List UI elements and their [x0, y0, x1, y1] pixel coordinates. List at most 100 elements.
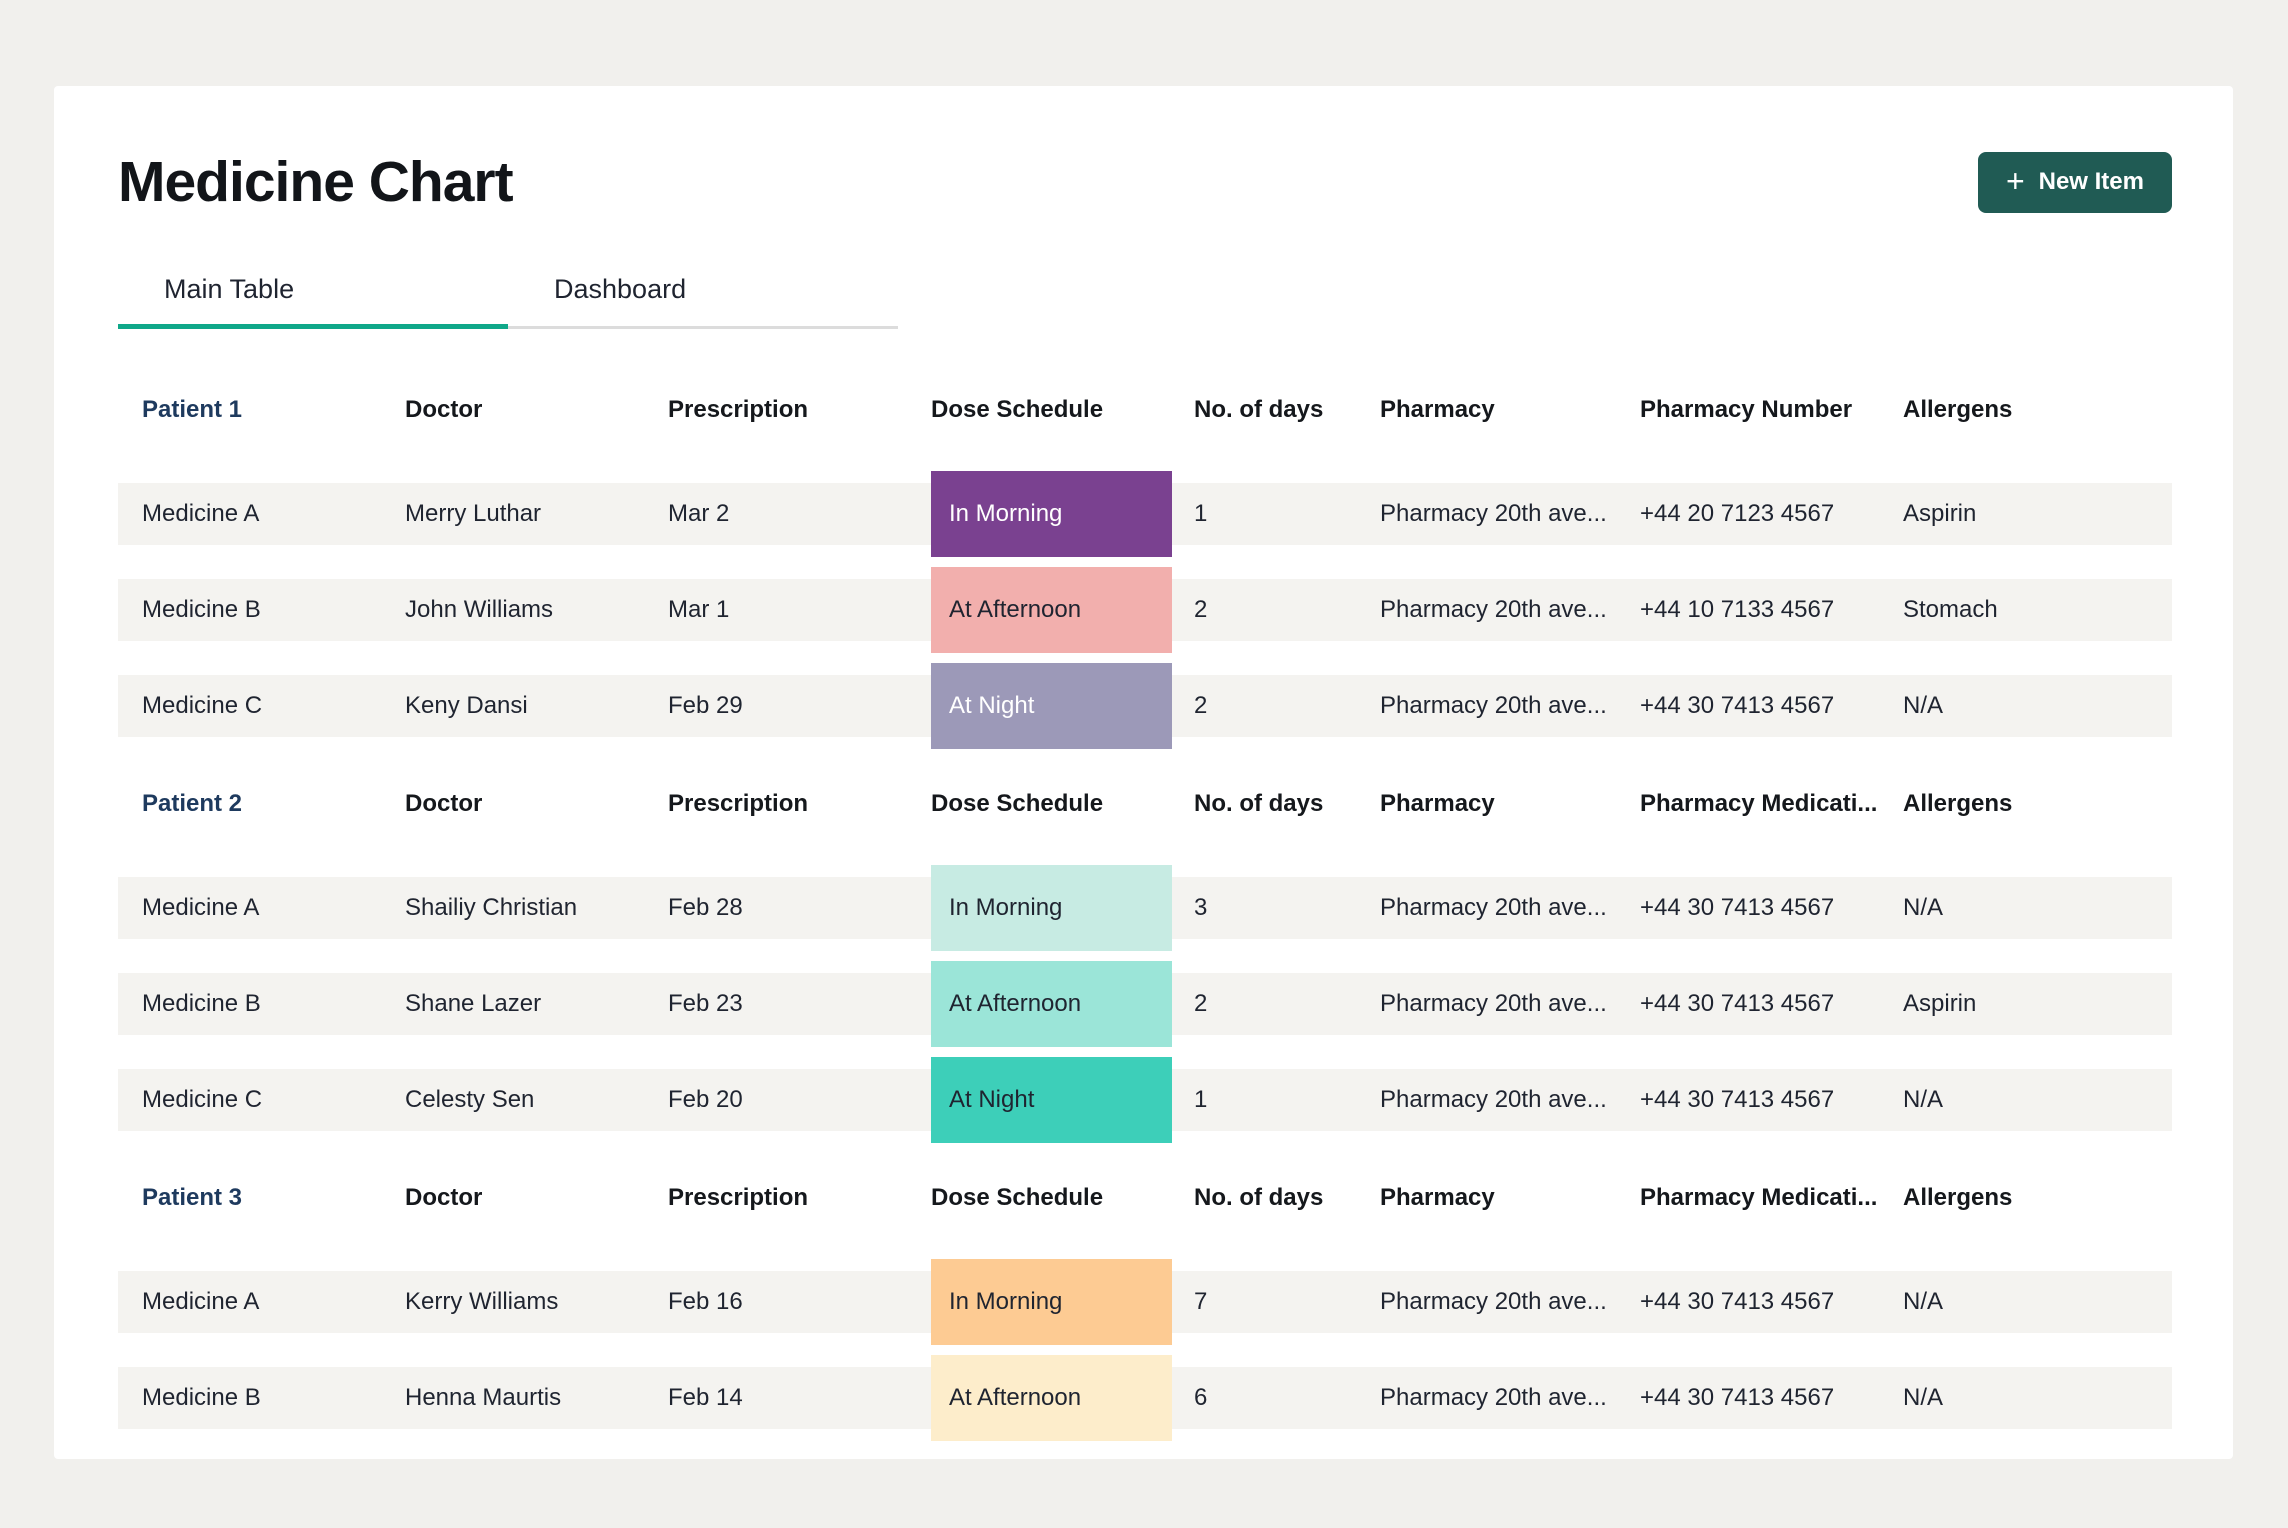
days-cell[interactable]: 1 — [1194, 1086, 1208, 1113]
column-header-pharmacy: Pharmacy — [1380, 1184, 1495, 1211]
days-cell[interactable]: 1 — [1194, 500, 1208, 527]
doctor-cell[interactable]: Celesty Sen — [405, 1086, 535, 1113]
dose-schedule-cell: At Night — [931, 663, 1194, 749]
patient-link[interactable]: Patient 1 — [142, 396, 243, 423]
medicine-cell[interactable]: Medicine B — [142, 596, 261, 623]
medicine-cell[interactable]: Medicine C — [142, 692, 263, 719]
column-header-doctor: Doctor — [405, 396, 483, 423]
doctor-cell[interactable]: Shailiy Christian — [405, 894, 578, 921]
column-header-allergens: Allergens — [1903, 790, 2013, 817]
column-header-pharmacy: Pharmacy — [1380, 396, 1495, 423]
prescription-cell[interactable]: Mar 2 — [668, 500, 730, 527]
dose-chip[interactable]: At Afternoon — [931, 567, 1172, 653]
days-cell[interactable]: 7 — [1194, 1288, 1208, 1315]
pharmacy-cell[interactable]: Pharmacy 20th ave... — [1380, 1288, 1607, 1315]
table-header-row: Patient 2 Doctor Prescription Dose Sched… — [118, 787, 2172, 821]
days-cell[interactable]: 3 — [1194, 894, 1208, 921]
patient-link[interactable]: Patient 3 — [142, 1184, 243, 1211]
table-row: Medicine A Kerry Williams Feb 16 In Morn… — [118, 1259, 2172, 1345]
days-cell[interactable]: 2 — [1194, 596, 1208, 623]
allergens-cell[interactable]: Aspirin — [1903, 990, 1977, 1017]
phone-cell[interactable]: +44 30 7413 4567 — [1640, 1288, 1835, 1315]
dose-chip[interactable]: In Morning — [931, 865, 1172, 951]
pharmacy-cell[interactable]: Pharmacy 20th ave... — [1380, 692, 1607, 719]
prescription-cell[interactable]: Feb 29 — [668, 692, 743, 719]
plus-icon: + — [2005, 163, 2025, 199]
pharmacy-cell[interactable]: Pharmacy 20th ave... — [1380, 894, 1607, 921]
column-header-dose-schedule: Dose Schedule — [931, 1184, 1104, 1211]
patient-link[interactable]: Patient 2 — [142, 790, 243, 817]
dose-chip[interactable]: At Afternoon — [931, 1355, 1172, 1441]
dose-schedule-cell: At Afternoon — [931, 1355, 1194, 1441]
board-header: Medicine Chart + New Item — [118, 86, 2172, 220]
pharmacy-cell[interactable]: Pharmacy 20th ave... — [1380, 990, 1607, 1017]
column-header-pharmacy-medication: Pharmacy Medicati... — [1640, 790, 1878, 817]
days-cell[interactable]: 6 — [1194, 1384, 1208, 1411]
column-header-allergens: Allergens — [1903, 396, 2013, 423]
prescription-cell[interactable]: Feb 14 — [668, 1384, 743, 1411]
prescription-cell[interactable]: Feb 16 — [668, 1288, 743, 1315]
pharmacy-cell[interactable]: Pharmacy 20th ave... — [1380, 1384, 1607, 1411]
phone-cell[interactable]: +44 30 7413 4567 — [1640, 692, 1835, 719]
allergens-cell[interactable]: N/A — [1903, 894, 1944, 921]
column-header-pharmacy-medication: Pharmacy Medicati... — [1640, 1184, 1878, 1211]
prescription-cell[interactable]: Feb 23 — [668, 990, 743, 1017]
page-title: Medicine Chart — [118, 150, 514, 214]
new-item-label: New Item — [2038, 168, 2144, 195]
phone-cell[interactable]: +44 30 7413 4567 — [1640, 1384, 1835, 1411]
phone-cell[interactable]: +44 10 7133 4567 — [1640, 596, 1835, 623]
column-header-dose-schedule: Dose Schedule — [931, 396, 1104, 423]
allergens-cell[interactable]: N/A — [1903, 1288, 1944, 1315]
tab-main-table[interactable]: Main Table — [118, 272, 508, 329]
pharmacy-cell[interactable]: Pharmacy 20th ave... — [1380, 500, 1607, 527]
days-cell[interactable]: 2 — [1194, 990, 1208, 1017]
table-header-row: Patient 3 Doctor Prescription Dose Sched… — [118, 1181, 2172, 1215]
dose-chip[interactable]: At Night — [931, 663, 1172, 749]
medicine-cell[interactable]: Medicine A — [142, 1288, 260, 1315]
doctor-cell[interactable]: Shane Lazer — [405, 990, 542, 1017]
days-cell[interactable]: 2 — [1194, 692, 1208, 719]
prescription-cell[interactable]: Feb 20 — [668, 1086, 743, 1113]
pharmacy-cell[interactable]: Pharmacy 20th ave... — [1380, 596, 1607, 623]
prescription-cell[interactable]: Mar 1 — [668, 596, 730, 623]
phone-cell[interactable]: +44 30 7413 4567 — [1640, 1086, 1835, 1113]
new-item-button[interactable]: + New Item — [1977, 151, 2172, 213]
doctor-cell[interactable]: Kerry Williams — [405, 1288, 559, 1315]
allergens-cell[interactable]: Aspirin — [1903, 500, 1977, 527]
allergens-cell[interactable]: N/A — [1903, 1384, 1944, 1411]
medicine-cell[interactable]: Medicine B — [142, 990, 261, 1017]
medicine-cell[interactable]: Medicine C — [142, 1086, 263, 1113]
dose-schedule-cell: At Afternoon — [931, 567, 1194, 653]
patient-2-table: Patient 2 Doctor Prescription Dose Sched… — [118, 787, 2172, 1143]
allergens-cell[interactable]: Stomach — [1903, 596, 1998, 623]
medicine-cell[interactable]: Medicine A — [142, 894, 260, 921]
column-header-prescription: Prescription — [668, 1184, 809, 1211]
medicine-cell[interactable]: Medicine B — [142, 1384, 261, 1411]
dose-chip[interactable]: In Morning — [931, 471, 1172, 557]
dose-chip[interactable]: In Morning — [931, 1259, 1172, 1345]
phone-cell[interactable]: +44 20 7123 4567 — [1640, 500, 1835, 527]
table-row: Medicine A Shailiy Christian Feb 28 In M… — [118, 865, 2172, 951]
patient-3-table: Patient 3 Doctor Prescription Dose Sched… — [118, 1181, 2172, 1441]
pharmacy-cell[interactable]: Pharmacy 20th ave... — [1380, 1086, 1607, 1113]
dose-chip[interactable]: At Afternoon — [931, 961, 1172, 1047]
phone-cell[interactable]: +44 30 7413 4567 — [1640, 894, 1835, 921]
column-header-prescription: Prescription — [668, 790, 809, 817]
column-header-allergens: Allergens — [1903, 1184, 2013, 1211]
doctor-cell[interactable]: Merry Luthar — [405, 500, 542, 527]
tab-dashboard[interactable]: Dashboard — [508, 272, 898, 329]
medicine-cell[interactable]: Medicine A — [142, 500, 260, 527]
doctor-cell[interactable]: Keny Dansi — [405, 692, 528, 719]
column-header-doctor: Doctor — [405, 790, 483, 817]
column-header-doctor: Doctor — [405, 1184, 483, 1211]
column-header-days: No. of days — [1194, 396, 1324, 423]
doctor-cell[interactable]: Henna Maurtis — [405, 1384, 562, 1411]
allergens-cell[interactable]: N/A — [1903, 1086, 1944, 1113]
column-header-dose-schedule: Dose Schedule — [931, 790, 1104, 817]
dose-chip[interactable]: At Night — [931, 1057, 1172, 1143]
doctor-cell[interactable]: John Williams — [405, 596, 554, 623]
phone-cell[interactable]: +44 30 7413 4567 — [1640, 990, 1835, 1017]
allergens-cell[interactable]: N/A — [1903, 692, 1944, 719]
prescription-cell[interactable]: Feb 28 — [668, 894, 743, 921]
